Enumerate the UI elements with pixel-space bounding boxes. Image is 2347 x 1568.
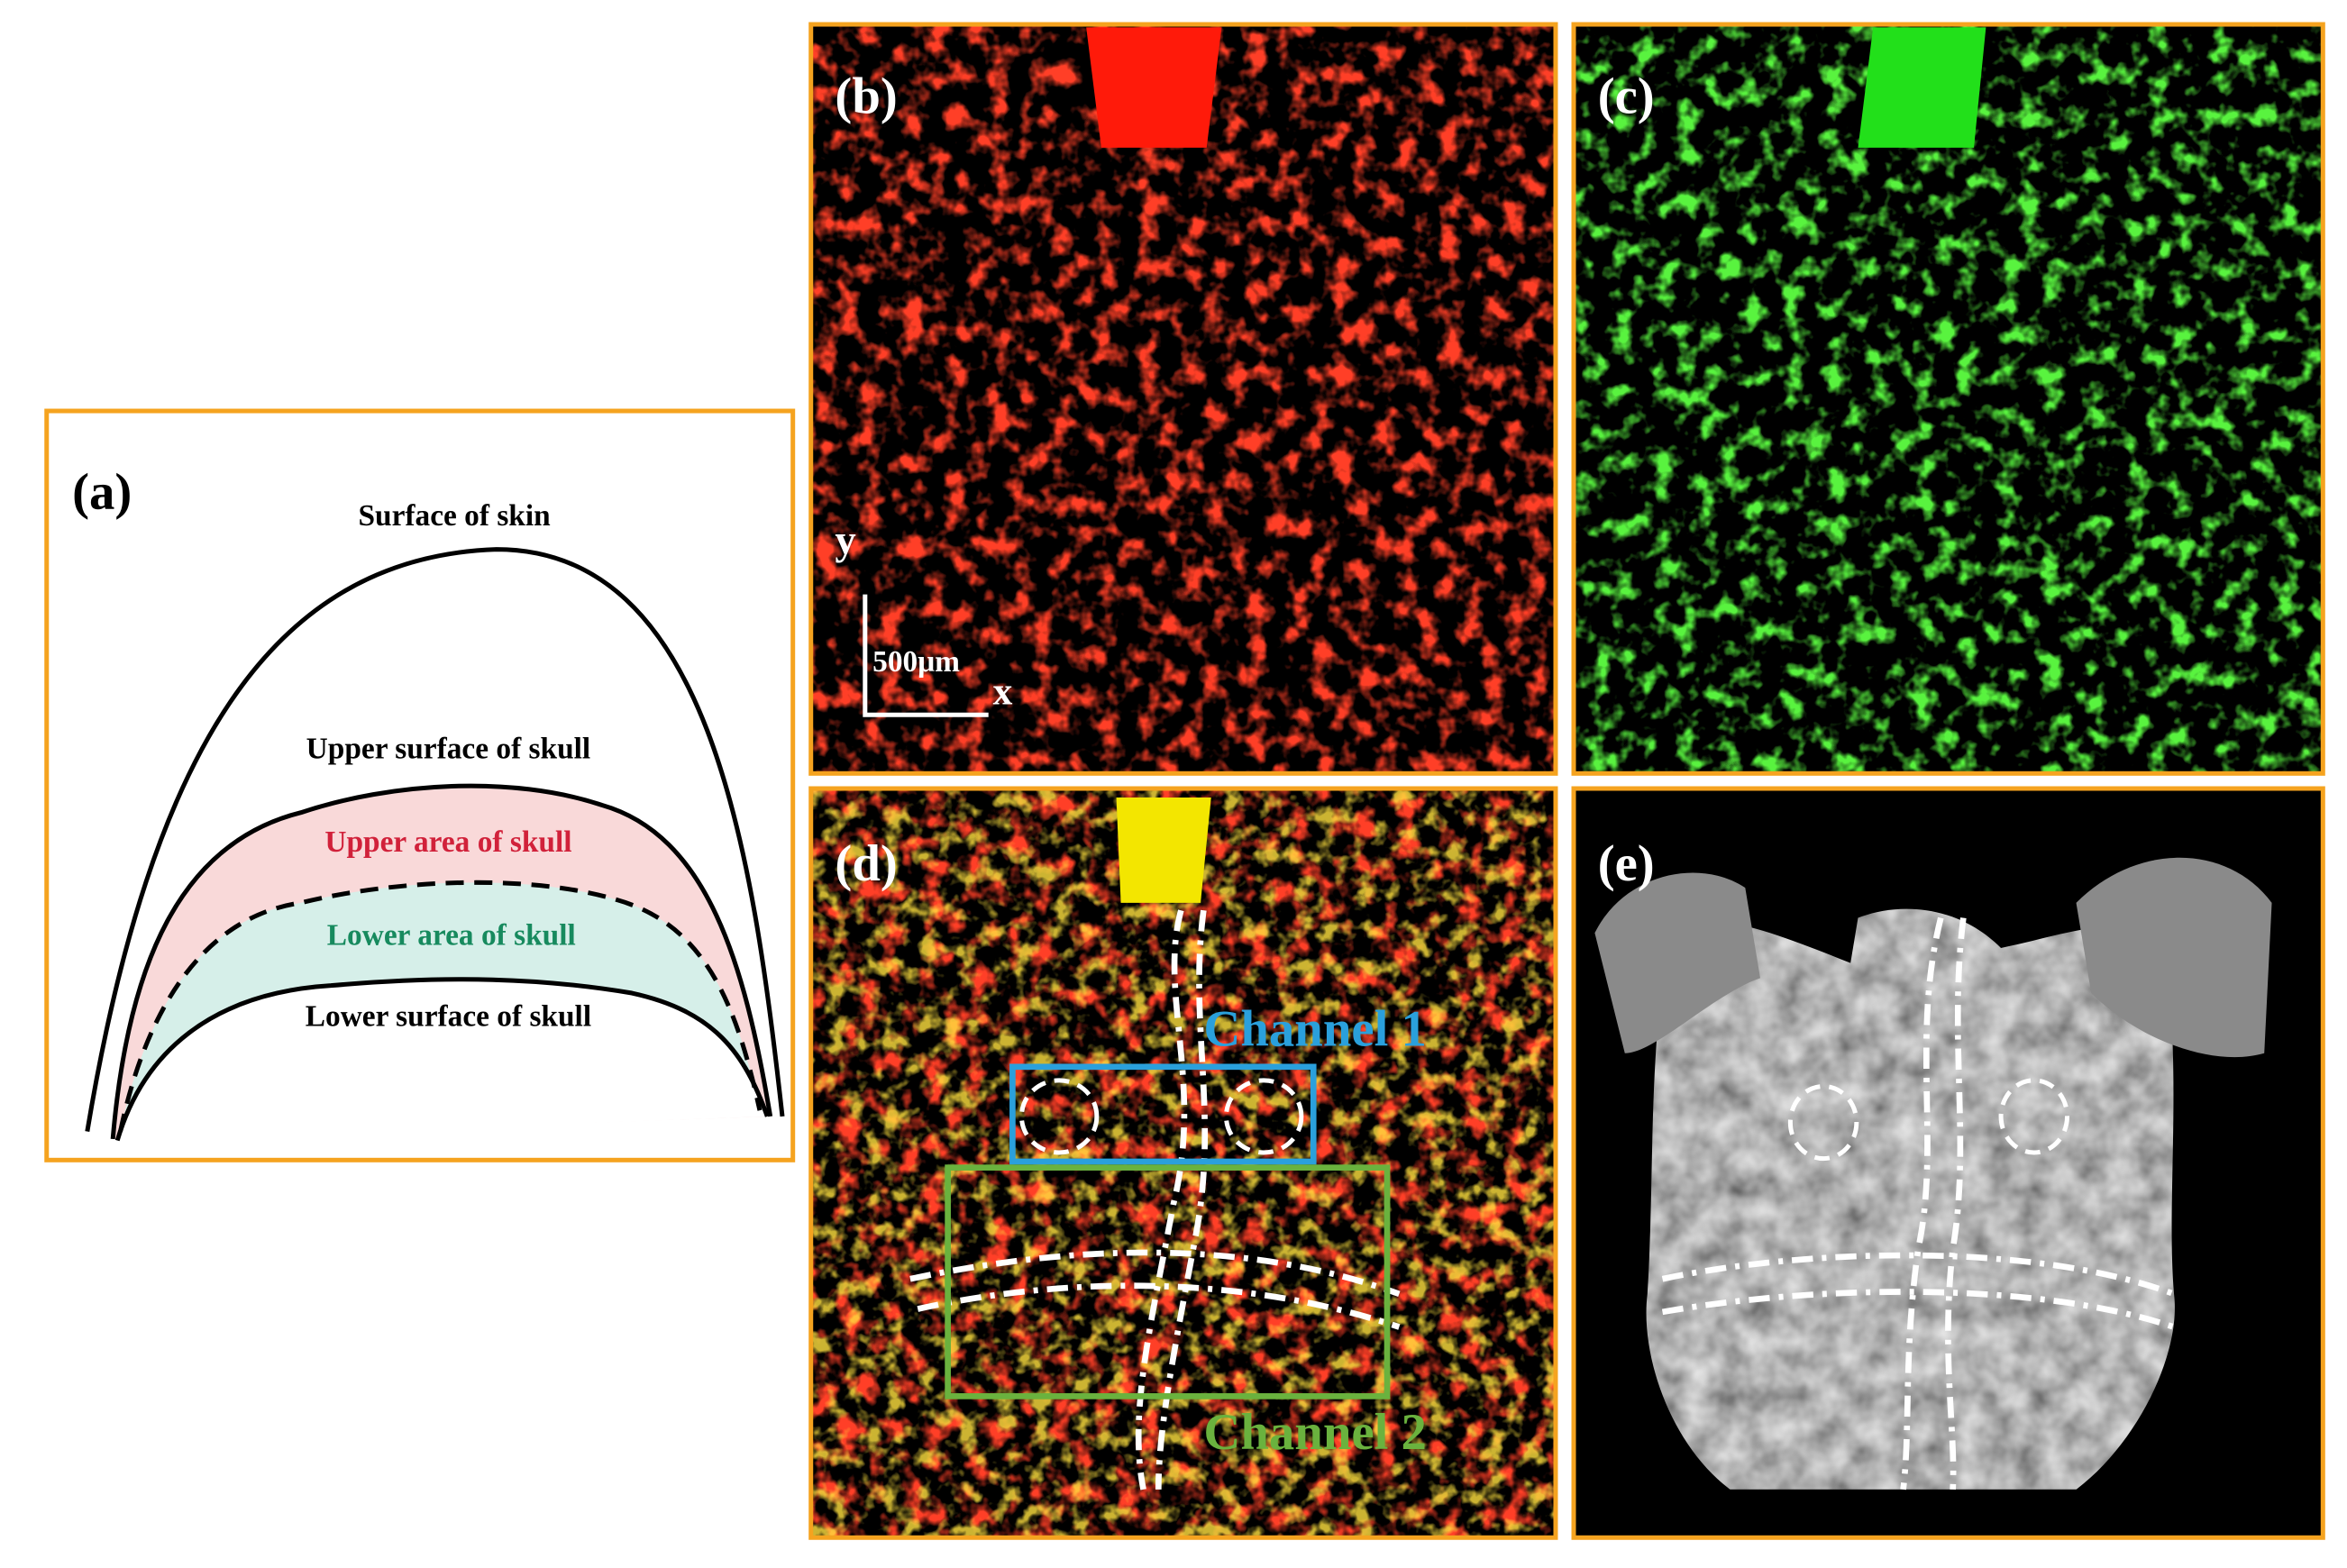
circles <box>1787 1078 2070 1162</box>
below-skull <box>117 979 768 1141</box>
bone-fragment <box>1594 872 1760 1053</box>
channel-2-box <box>945 1164 1391 1399</box>
panel-label: (b) <box>835 68 897 125</box>
panel-a: (a) Surface of skin Upper surface of sku… <box>44 408 796 1162</box>
panel-frame <box>1571 22 2325 776</box>
channel-1-box <box>1009 1063 1317 1165</box>
vessel <box>1858 27 1986 148</box>
upper-surface-curve <box>110 783 773 1140</box>
panel-d: Channel 1 Channel 2 (d) <box>808 786 1558 1540</box>
bone-fragment <box>2076 857 2272 1058</box>
image-texture <box>1574 24 2324 774</box>
annotation: Surface of skin <box>358 499 551 533</box>
circles <box>1018 1078 1304 1155</box>
panel-frame <box>1571 786 2325 1540</box>
panel-frame <box>808 22 1558 776</box>
panel-label: (e) <box>1598 835 1655 892</box>
scale-label: 500μm <box>872 645 960 679</box>
skin-curve <box>85 547 785 1133</box>
panel-label: (a) <box>72 464 132 521</box>
dashed-curve <box>118 880 763 1133</box>
panel-c: (c) <box>1571 22 2325 776</box>
annotation: Upper area of skull <box>324 825 571 859</box>
annotation: Lower surface of skull <box>306 1000 591 1034</box>
scale-bar <box>863 594 989 717</box>
annotation: Upper surface of skull <box>306 733 591 766</box>
panel-b: (b) y 500μm x <box>808 22 1558 776</box>
annotation: Lower area of skull <box>327 919 576 953</box>
suture-lines <box>1661 916 2176 1491</box>
suture-lines <box>909 909 1401 1491</box>
lower-surface-curve <box>114 977 770 1142</box>
skull-image <box>1646 908 2175 1490</box>
panel-label: (c) <box>1598 68 1655 125</box>
panel-e: (e) <box>1571 786 2325 1540</box>
panel-label: (d) <box>835 835 897 892</box>
vessel <box>1116 798 1211 903</box>
axis-label: y <box>835 517 855 564</box>
panel-frame <box>44 408 796 1162</box>
annotation: Channel 2 <box>1203 1404 1427 1461</box>
annotation: Channel 1 <box>1203 1000 1427 1057</box>
panel-frame <box>808 786 1558 1540</box>
axis-label: x <box>993 670 1013 714</box>
vessel <box>1086 27 1222 148</box>
image-texture <box>810 24 1556 774</box>
